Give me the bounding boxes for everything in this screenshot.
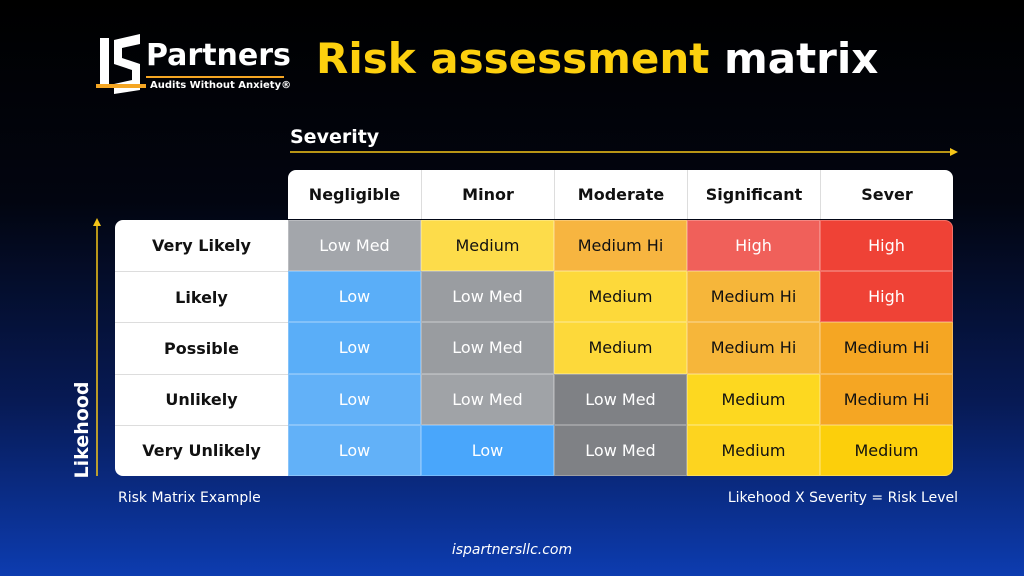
row-header: Very Unlikely [115,424,288,476]
footer-left: Risk Matrix Example [118,490,261,506]
row-header: Unlikely [115,373,288,425]
header-bg [288,170,953,219]
footer-right: Likehood X Severity = Risk Level [727,490,958,506]
risk-cell: Medium [554,271,687,323]
risk-cell: Low Med [421,271,554,323]
risk-cell: Medium Hi [687,271,820,323]
column-header: Negligible [308,185,401,204]
risk-cell: Low [421,424,554,476]
risk-cell: Medium [687,373,820,425]
risk-cell: Medium Hi [687,322,820,374]
risk-cell: Medium Hi [554,220,687,272]
severity-label: Severity [290,126,380,148]
row-label-bg [115,220,288,476]
column-header: Significant [687,170,820,219]
column-header: Minor [421,170,554,219]
risk-cell: Medium [421,220,554,272]
risk-cell: High [820,271,953,323]
risk-cell: Medium Hi [820,322,953,374]
risk-cell: High [687,220,820,272]
risk-cell: Low Med [288,220,421,272]
risk-cell: Low [288,271,421,323]
risk-cell: Medium [687,424,820,476]
row-header: Likely [115,271,288,322]
logo-rule [146,76,284,78]
risk-cell: Low Med [554,373,687,425]
risk-cell: Medium Hi [820,373,953,425]
title-rest: matrix [723,34,879,83]
risk-cell: Low [288,322,421,374]
risk-cell: High [820,220,953,272]
risk-cell: Medium [820,424,953,476]
title: Risk assessment matrix [316,34,878,83]
risk-cell: Low Med [554,424,687,476]
logo-tagline: Audits Without Anxiety® [150,80,292,91]
column-header: Sever [820,170,953,219]
risk-cell: Medium [554,322,687,374]
logo-icon [96,34,146,94]
footer-url: ispartnersllc.com [451,542,573,558]
logo-name: Partners [146,38,291,73]
row-header: Possible [115,322,288,373]
column-header: Moderate [554,170,687,219]
risk-cell: Low Med [421,322,554,374]
risk-cell: Low [288,373,421,425]
risk-cell: Low Med [421,373,554,425]
row-header: Very Likely [152,236,251,256]
risk-cell: Low [288,424,421,476]
title-highlight: Risk assessment [316,34,710,83]
